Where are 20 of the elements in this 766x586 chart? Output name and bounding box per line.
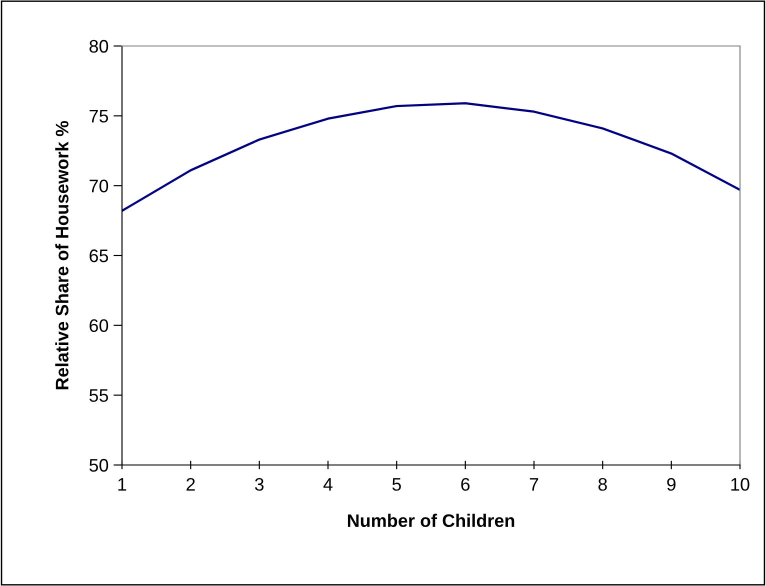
x-tick-label: 10 [731,478,750,491]
y-axis-title: Relative Share of Housework % [55,121,68,390]
x-axis-title: Number of Children [348,514,514,528]
y-tick-label: 75 [90,110,108,123]
x-tick-label: 9 [667,478,676,491]
x-tick-label: 2 [186,478,195,491]
x-tick-label: 1 [118,478,126,491]
y-tick-label: 50 [89,458,108,472]
y-tick-label: 60 [90,319,108,332]
x-tick-label: 7 [530,478,538,491]
x-tick-label: 5 [392,478,401,491]
y-tick-label: 80 [90,40,108,53]
y-tick-label: 55 [89,389,108,402]
x-tick-label: 4 [323,478,332,491]
y-tick-label: 65 [90,249,108,262]
y-tick-label: 70 [90,180,108,192]
x-tick-label: 3 [255,478,264,491]
x-tick-label: 8 [598,478,607,491]
line-series [122,102,740,212]
x-tick-label: 6 [461,478,470,491]
